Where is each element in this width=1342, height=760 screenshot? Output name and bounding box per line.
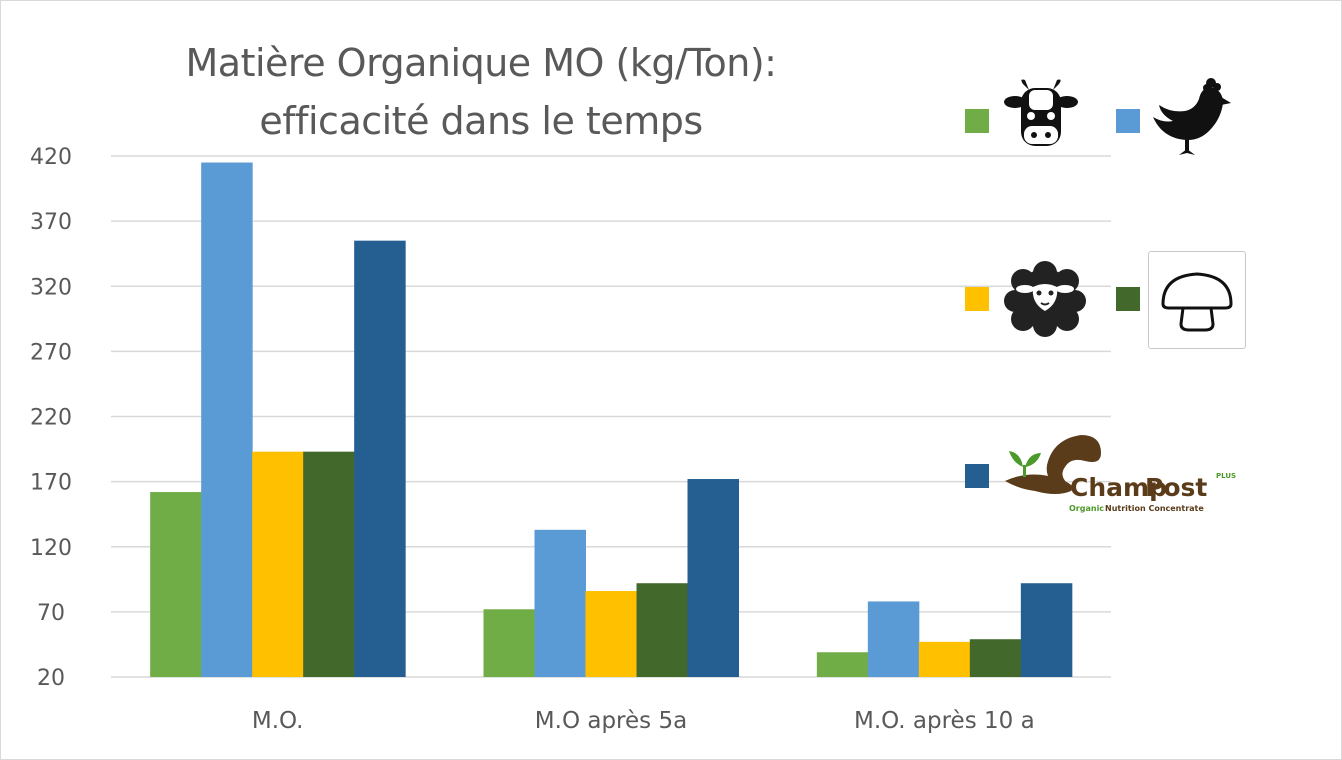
bar-mushroom-2 <box>636 583 688 677</box>
bar-mushroom-3 <box>969 639 1022 677</box>
logo-tagline-dark: Nutrition Concentrate <box>1105 504 1204 513</box>
bar-champpost-2 <box>687 479 739 677</box>
bar-champpost-3 <box>1020 583 1073 677</box>
legend-swatch-chicken <box>1116 109 1140 133</box>
logo-tagline-green: Organic <box>1069 504 1104 513</box>
bar-chicken-2 <box>534 529 586 677</box>
y-tick-label: 20 <box>37 666 65 691</box>
logo-brand-left: Champ <box>1070 473 1167 502</box>
y-tick-label: 170 <box>30 471 72 496</box>
y-tick-label: 320 <box>30 275 72 300</box>
bar-sheep-1 <box>252 451 304 677</box>
bar-chicken-1 <box>201 162 253 677</box>
y-tick-label: 220 <box>30 406 72 431</box>
y-tick-label: 120 <box>30 536 72 561</box>
y-tick-label: 420 <box>30 145 72 170</box>
logo-plus: PLUS <box>1216 472 1236 480</box>
y-tick-label: 370 <box>30 210 72 235</box>
bar-chicken-3 <box>867 601 920 677</box>
chart-title-line-2: efficacité dans le temps <box>259 99 703 143</box>
y-tick-label: 270 <box>30 340 72 365</box>
x-category-label: M.O après 5a <box>535 708 687 734</box>
legend-swatch-champpost <box>965 464 989 488</box>
legend-swatch-sheep <box>965 287 989 311</box>
x-category-label: M.O. <box>252 708 304 734</box>
bar-cow-2 <box>483 609 535 677</box>
logo-brand-right: Post <box>1145 473 1207 502</box>
bar-sheep-3 <box>918 641 971 677</box>
legend-swatch-mushroom <box>1116 287 1140 311</box>
cow-icon <box>1001 76 1081 160</box>
x-category-label: M.O. après 10 a <box>854 708 1035 734</box>
bar-sheep-2 <box>585 591 637 677</box>
bar-cow-1 <box>150 492 202 677</box>
bar-mushroom-1 <box>303 451 355 677</box>
bar-champpost-1 <box>354 240 406 677</box>
mushroom-icon <box>1148 251 1246 349</box>
sheep-icon <box>1003 259 1087 343</box>
chart-title-line-1: Matière Organique MO (kg/Ton): <box>185 41 777 85</box>
chicken-icon <box>1149 73 1231 167</box>
champpost-logo: Champ Post PLUS Organic Nutrition Concen… <box>1001 431 1246 525</box>
bar-cow-3 <box>816 652 869 677</box>
legend-swatch-cow <box>965 109 989 133</box>
y-tick-label: 70 <box>37 601 65 626</box>
